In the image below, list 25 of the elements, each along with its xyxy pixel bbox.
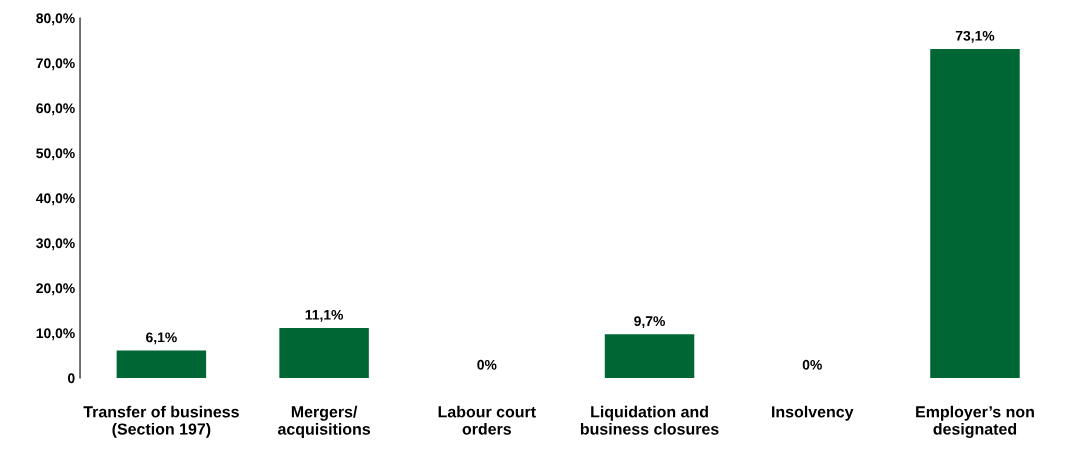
- x-tick-label: Liquidation and business closures: [580, 405, 719, 435]
- data-label: 9,7%: [634, 316, 665, 329]
- x-tick-label: Transfer of business (Section 197): [83, 405, 239, 438]
- data-label: 6,1%: [146, 332, 177, 345]
- data-label: 0%: [477, 359, 497, 370]
- bar: [930, 49, 1020, 378]
- y-tick-label: 40,0%: [36, 193, 75, 206]
- x-tick-label: Mergers/ acquisitions: [277, 405, 371, 438]
- x-tick-label: Labour court orders: [438, 405, 536, 435]
- y-tick-label: 60,0%: [36, 103, 75, 116]
- y-tick-label: 0: [67, 373, 75, 384]
- bar: [604, 334, 695, 378]
- y-tick-label: 80,0%: [36, 13, 75, 26]
- data-label: 0%: [802, 359, 822, 370]
- y-tick-label: 30,0%: [36, 238, 75, 251]
- x-tick-label: Employer’s non designated: [916, 405, 1034, 438]
- y-tick-label: 50,0%: [36, 148, 75, 161]
- bar: [116, 350, 207, 378]
- x-tick-label: Insolvency: [772, 405, 854, 421]
- data-label: 73,1%: [955, 30, 995, 43]
- data-label: 11,1%: [305, 309, 344, 322]
- bar: [279, 328, 369, 378]
- y-tick-label: 10,0%: [36, 328, 75, 341]
- y-tick-label: 20,0%: [36, 283, 75, 296]
- y-tick-label: 70,0%: [36, 58, 75, 71]
